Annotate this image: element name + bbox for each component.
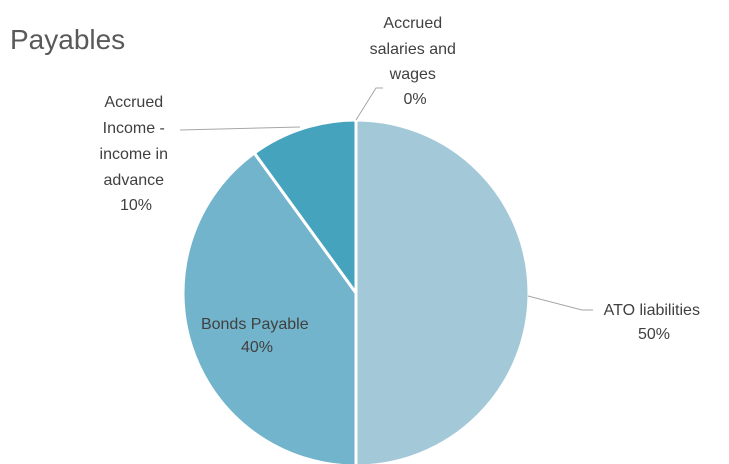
accrued-salaries-percent: 0%	[403, 91, 426, 108]
data-label-ato-liabilities: ATO liabilities 50%	[604, 302, 705, 343]
accrued-income-percent: 10%	[120, 197, 152, 214]
leader-line-ato-liabilities	[527, 295, 593, 311]
ato-liabilities-percent: 50%	[638, 326, 670, 343]
data-label-bonds-payable: Bonds Payable 40%	[201, 316, 313, 356]
chart-title: Payables	[10, 24, 125, 55]
pie-slice-ato-liabilities	[354, 118, 531, 464]
data-label-accrued-income: Accrued Income - income in advance 10%	[100, 94, 173, 214]
accrued-income-line-4: advance	[104, 172, 165, 189]
accrued-salaries-line-1: Accrued	[383, 15, 442, 32]
data-label-accrued-salaries: Accrued salaries and wages 0%	[370, 15, 461, 108]
bonds-payable-percent: 40%	[241, 339, 273, 356]
pie-slices	[181, 118, 531, 464]
accrued-income-line-2: Income -	[103, 120, 165, 137]
pie-slice-accrued-income-income-in-advance	[252, 118, 358, 298]
accrued-salaries-line-3: wages	[389, 66, 436, 83]
accrued-salaries-line-2: salaries and	[370, 41, 456, 58]
accrued-income-line-3: income in	[100, 146, 168, 163]
leader-line-accrued-income	[179, 126, 301, 131]
pie-slice-bonds-payable	[181, 150, 358, 464]
accrued-income-line-1: Accrued	[104, 94, 163, 111]
leader-line-accrued-salaries	[355, 87, 383, 121]
ato-liabilities-name: ATO liabilities	[604, 302, 700, 319]
bonds-payable-name: Bonds Payable	[201, 316, 309, 333]
